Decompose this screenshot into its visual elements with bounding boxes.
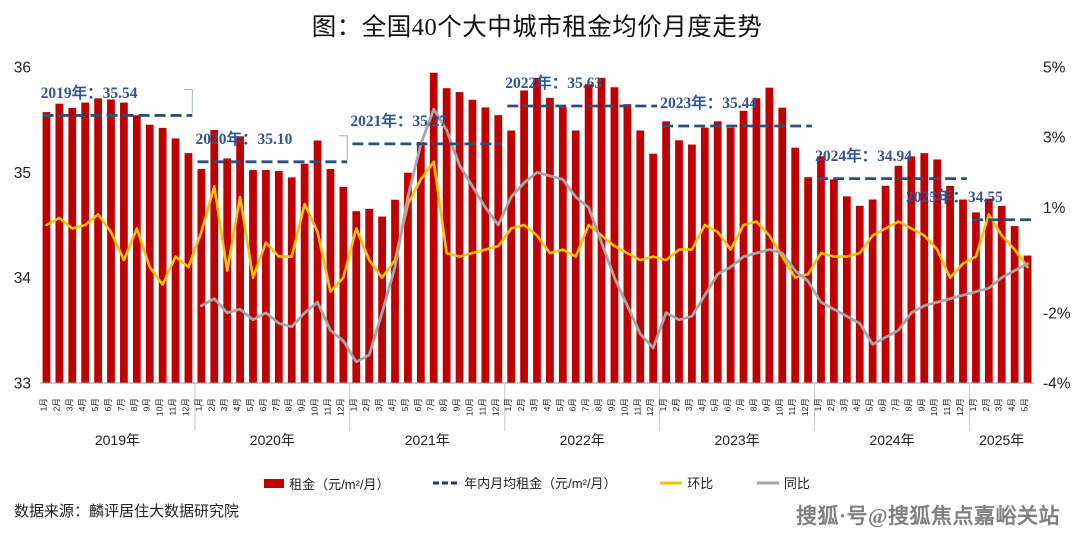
svg-text:2月: 2月 — [361, 398, 371, 411]
svg-text:3月: 3月 — [994, 398, 1004, 411]
svg-text:12月: 12月 — [955, 398, 965, 416]
svg-text:2月: 2月 — [981, 398, 991, 411]
svg-text:10月: 10月 — [310, 398, 320, 416]
svg-text:-4%: -4% — [1043, 376, 1071, 393]
svg-text:35: 35 — [14, 165, 31, 182]
svg-text:1月: 1月 — [348, 398, 358, 411]
svg-text:9月: 9月 — [916, 398, 926, 411]
svg-text:5月: 5月 — [245, 398, 255, 411]
svg-text:8月: 8月 — [594, 398, 604, 411]
svg-text:2021年: 2021年 — [405, 432, 450, 448]
svg-text:12月: 12月 — [335, 398, 345, 416]
svg-text:6月: 6月 — [103, 398, 113, 411]
svg-text:1月: 1月 — [968, 398, 978, 411]
svg-text:12月: 12月 — [180, 398, 190, 416]
svg-text:7月: 7月 — [271, 398, 281, 411]
svg-text:34: 34 — [14, 270, 32, 287]
svg-text:12月: 12月 — [645, 398, 655, 416]
svg-text:1月: 1月 — [658, 398, 668, 411]
svg-text:12月: 12月 — [800, 398, 810, 416]
svg-text:9月: 9月 — [452, 398, 462, 411]
svg-text:9月: 9月 — [606, 398, 616, 411]
svg-text:4月: 4月 — [232, 398, 242, 411]
svg-text:3月: 3月 — [374, 398, 384, 411]
svg-text:10月: 10月 — [155, 398, 165, 416]
svg-text:10月: 10月 — [464, 398, 474, 416]
svg-text:11月: 11月 — [787, 398, 797, 416]
svg-text:7月: 7月 — [581, 398, 591, 411]
svg-text:8月: 8月 — [439, 398, 449, 411]
svg-text:3月: 3月 — [684, 398, 694, 411]
svg-text:33: 33 — [14, 376, 31, 393]
svg-text:10月: 10月 — [774, 398, 784, 416]
svg-text:1月: 1月 — [193, 398, 203, 411]
svg-text:1月: 1月 — [38, 398, 48, 411]
svg-text:2019年: 2019年 — [95, 432, 140, 448]
svg-text:4月: 4月 — [77, 398, 87, 411]
svg-text:1%: 1% — [1043, 200, 1066, 217]
svg-text:8月: 8月 — [284, 398, 294, 411]
svg-text:6月: 6月 — [258, 398, 268, 411]
svg-text:6月: 6月 — [568, 398, 578, 411]
svg-text:4月: 4月 — [1007, 398, 1017, 411]
svg-text:2月: 2月 — [516, 398, 526, 411]
svg-text:2025年: 2025年 — [979, 432, 1024, 448]
svg-text:3月: 3月 — [839, 398, 849, 411]
svg-text:3月: 3月 — [64, 398, 74, 411]
svg-text:3月: 3月 — [529, 398, 539, 411]
svg-text:2月: 2月 — [671, 398, 681, 411]
svg-text:3%: 3% — [1043, 130, 1066, 147]
svg-text:2022年: 2022年 — [560, 432, 605, 448]
svg-text:2023年: 2023年 — [715, 432, 760, 448]
svg-text:7月: 7月 — [890, 398, 900, 411]
svg-text:10月: 10月 — [619, 398, 629, 416]
svg-text:2024年: 2024年 — [869, 432, 914, 448]
svg-text:7月: 7月 — [426, 398, 436, 411]
svg-text:8月: 8月 — [129, 398, 139, 411]
svg-text:-2%: -2% — [1043, 305, 1071, 322]
svg-text:8月: 8月 — [903, 398, 913, 411]
svg-text:11月: 11月 — [322, 398, 332, 416]
svg-text:4月: 4月 — [542, 398, 552, 411]
svg-text:6月: 6月 — [878, 398, 888, 411]
svg-text:5月: 5月 — [710, 398, 720, 411]
svg-text:12月: 12月 — [490, 398, 500, 416]
svg-text:10月: 10月 — [929, 398, 939, 416]
svg-text:2020年: 2020年 — [250, 432, 295, 448]
svg-text:5月: 5月 — [555, 398, 565, 411]
svg-text:9月: 9月 — [142, 398, 152, 411]
svg-text:5月: 5月 — [865, 398, 875, 411]
svg-text:9月: 9月 — [761, 398, 771, 411]
svg-text:8月: 8月 — [748, 398, 758, 411]
svg-text:36: 36 — [14, 60, 31, 77]
svg-text:4月: 4月 — [697, 398, 707, 411]
svg-text:3月: 3月 — [219, 398, 229, 411]
svg-text:11月: 11月 — [632, 398, 642, 416]
svg-text:5月: 5月 — [1020, 398, 1030, 411]
svg-text:6月: 6月 — [723, 398, 733, 411]
svg-text:2月: 2月 — [206, 398, 216, 411]
svg-text:6月: 6月 — [413, 398, 423, 411]
svg-text:4月: 4月 — [387, 398, 397, 411]
svg-text:7月: 7月 — [736, 398, 746, 411]
svg-text:9月: 9月 — [297, 398, 307, 411]
svg-text:2月: 2月 — [826, 398, 836, 411]
svg-text:5月: 5月 — [90, 398, 100, 411]
svg-text:1月: 1月 — [813, 398, 823, 411]
svg-text:1月: 1月 — [503, 398, 513, 411]
svg-text:5月: 5月 — [400, 398, 410, 411]
svg-text:7月: 7月 — [116, 398, 126, 411]
svg-text:2月: 2月 — [51, 398, 61, 411]
svg-text:4月: 4月 — [852, 398, 862, 411]
svg-text:11月: 11月 — [477, 398, 487, 416]
svg-text:5%: 5% — [1043, 60, 1066, 77]
svg-text:11月: 11月 — [942, 398, 952, 416]
svg-text:11月: 11月 — [168, 398, 178, 416]
